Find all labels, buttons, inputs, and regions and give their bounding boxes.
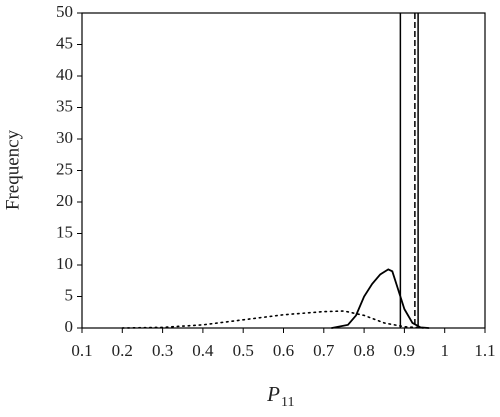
y-tick-label: 40 <box>56 65 73 84</box>
x-tick-label: 0.3 <box>152 341 173 360</box>
x-tick-label: 0.4 <box>192 341 214 360</box>
x-tick-label: 1 <box>440 341 449 360</box>
y-tick-label: 0 <box>65 317 74 336</box>
x-axis-label-subscript: 11 <box>281 395 294 410</box>
x-tick-label: 0.2 <box>112 341 133 360</box>
y-tick-label: 15 <box>56 222 73 241</box>
y-tick-label: 30 <box>56 128 73 147</box>
x-tick-label: 1.1 <box>474 341 495 360</box>
y-tick-label: 45 <box>56 33 73 52</box>
line-series <box>121 310 426 329</box>
x-tick-label: 0.7 <box>313 341 335 360</box>
x-tick-label: 0.8 <box>353 341 374 360</box>
y-tick-label: 35 <box>56 96 73 115</box>
x-axis-label: P <box>266 382 280 406</box>
y-tick-label: 20 <box>56 191 73 210</box>
x-tick-label: 0.6 <box>273 341 294 360</box>
y-axis-label: Frequency <box>2 129 23 210</box>
x-tick-label: 0.5 <box>233 341 254 360</box>
x-tick-label: 0.9 <box>394 341 415 360</box>
y-tick-label: 10 <box>56 254 73 273</box>
y-tick-label: 50 <box>56 2 73 21</box>
line-series <box>330 268 430 329</box>
x-tick-label: 0.1 <box>71 341 92 360</box>
y-tick-label: 25 <box>56 159 73 178</box>
plot-frame <box>81 12 486 329</box>
y-tick-label: 5 <box>65 285 74 304</box>
